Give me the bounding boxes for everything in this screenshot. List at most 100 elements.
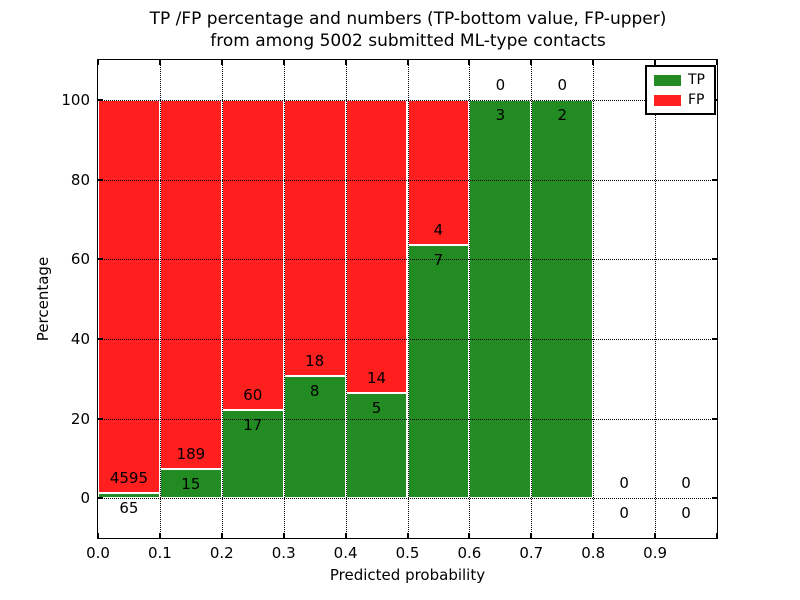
y-tick-mark-right: [712, 497, 717, 500]
x-tick-mark-top: [716, 60, 718, 65]
tp-count-label: 8: [309, 381, 320, 400]
tp-count-label: 5: [371, 399, 382, 418]
y-tick-mark-right: [712, 417, 717, 420]
vertical-gridline: [469, 60, 471, 538]
x-tick-label: 0.6: [457, 544, 482, 562]
y-tick-mark: [98, 178, 103, 181]
tp-count-label: 7: [433, 250, 444, 269]
y-tick-label: 100: [61, 90, 90, 109]
y-tick-mark: [98, 98, 103, 101]
legend-entry-tp: TP: [654, 73, 714, 87]
tp-count-label: 2: [557, 105, 568, 124]
tp-bar-segment: [531, 99, 594, 499]
x-tick-mark: [716, 533, 718, 538]
x-tick-mark-top: [530, 60, 533, 65]
x-tick-mark: [530, 533, 533, 538]
tp-bar-segment: [98, 492, 160, 499]
x-tick-mark: [97, 533, 99, 538]
tp-bar-segment: [345, 393, 408, 499]
tp-count-label: 3: [495, 105, 506, 124]
y-tick-label: 0: [80, 489, 90, 508]
legend-label-fp: FP: [688, 92, 705, 108]
tp-count-label: 65: [119, 498, 139, 517]
x-tick-mark-top: [282, 60, 285, 65]
x-tick-label: 0.8: [581, 544, 606, 562]
x-tick-mark-top: [592, 60, 595, 65]
fp-count-label: 60: [243, 386, 263, 405]
x-tick-mark: [344, 533, 347, 538]
y-tick-mark-right: [712, 178, 717, 181]
fp-bar-segment: [98, 99, 160, 493]
y-tick-mark: [98, 337, 103, 340]
fp-count-label: 189: [176, 444, 206, 463]
fp-bar-segment: [283, 99, 346, 376]
fp-count-label: 18: [305, 351, 325, 370]
y-tick-label: 20: [70, 409, 90, 428]
fp-bar-segment: [159, 99, 222, 469]
x-tick-label: 0.7: [519, 544, 544, 562]
x-tick-mark: [654, 533, 657, 538]
y-axis-label: Percentage: [34, 256, 52, 342]
legend-entry-fp: FP: [654, 93, 714, 107]
fp-bar-segment: [221, 99, 284, 411]
x-tick-label: 0.3: [271, 544, 296, 562]
y-tick-label: 40: [70, 329, 90, 348]
legend-label-tp: TP: [688, 72, 705, 88]
x-tick-mark-top: [97, 60, 99, 65]
y-tick-mark-right: [712, 258, 717, 261]
chart-title: TP /FP percentage and numbers (TP-bottom…: [149, 9, 667, 51]
x-tick-mark: [468, 533, 471, 538]
x-tick-mark: [220, 533, 223, 538]
tp-count-label: 17: [243, 416, 263, 435]
tp-count-label: 15: [181, 474, 201, 493]
x-tick-mark: [406, 533, 409, 538]
fp-count-label: 0: [557, 75, 568, 94]
x-tick-label: 0.5: [395, 544, 420, 562]
vertical-gridline: [655, 60, 657, 538]
x-tick-label: 0.0: [86, 544, 110, 562]
y-tick-mark: [98, 497, 103, 500]
x-tick-label: 0.2: [209, 544, 234, 562]
fp-count-label: 0: [619, 474, 629, 493]
vertical-gridline: [593, 60, 595, 538]
x-tick-mark: [158, 533, 161, 538]
fp-bar-segment: [345, 99, 408, 394]
tp-bar-segment: [407, 244, 470, 499]
x-tick-mark-top: [654, 60, 657, 65]
x-tick-label: 0.4: [333, 544, 358, 562]
y-tick-mark: [98, 258, 103, 261]
tp-count-label: 0: [681, 504, 691, 523]
tp-bar-segment: [469, 99, 532, 499]
vertical-gridline: [407, 60, 409, 538]
vertical-gridline: [345, 60, 347, 538]
y-tick-mark: [98, 417, 103, 420]
vertical-gridline: [159, 60, 161, 538]
tp-count-label: 0: [619, 504, 629, 523]
x-tick-mark-top: [406, 60, 409, 65]
vertical-gridline: [283, 60, 285, 538]
y-tick-mark-right: [712, 337, 717, 340]
tp-bar-segment: [283, 375, 346, 499]
x-tick-mark: [592, 533, 595, 538]
legend: TP FP: [645, 65, 716, 115]
plot-area: 4595 65 189 15 60 17 18 8 14 5 4 7 0 3 0 2 0 0 0 0: [97, 59, 718, 539]
fp-count-label: 0: [681, 474, 691, 493]
vertical-gridline: [221, 60, 223, 538]
tp-bar-segment: [159, 468, 222, 499]
x-tick-label: 0.9: [643, 544, 668, 562]
fp-count-label: 4: [433, 220, 444, 239]
x-tick-mark-top: [344, 60, 347, 65]
y-tick-label: 60: [70, 250, 90, 269]
x-tick-mark: [282, 533, 285, 538]
tp-color-swatch: [654, 74, 681, 86]
vertical-gridline: [531, 60, 533, 538]
x-tick-mark-top: [468, 60, 471, 65]
fp-count-label: 14: [367, 369, 387, 388]
x-axis-label: Predicted probability: [329, 566, 486, 584]
fp-count-label: 0: [495, 75, 506, 94]
fp-color-swatch: [654, 94, 681, 106]
x-tick-mark-top: [220, 60, 223, 65]
y-tick-label: 80: [70, 170, 90, 189]
x-tick-label: 0.1: [147, 544, 172, 562]
